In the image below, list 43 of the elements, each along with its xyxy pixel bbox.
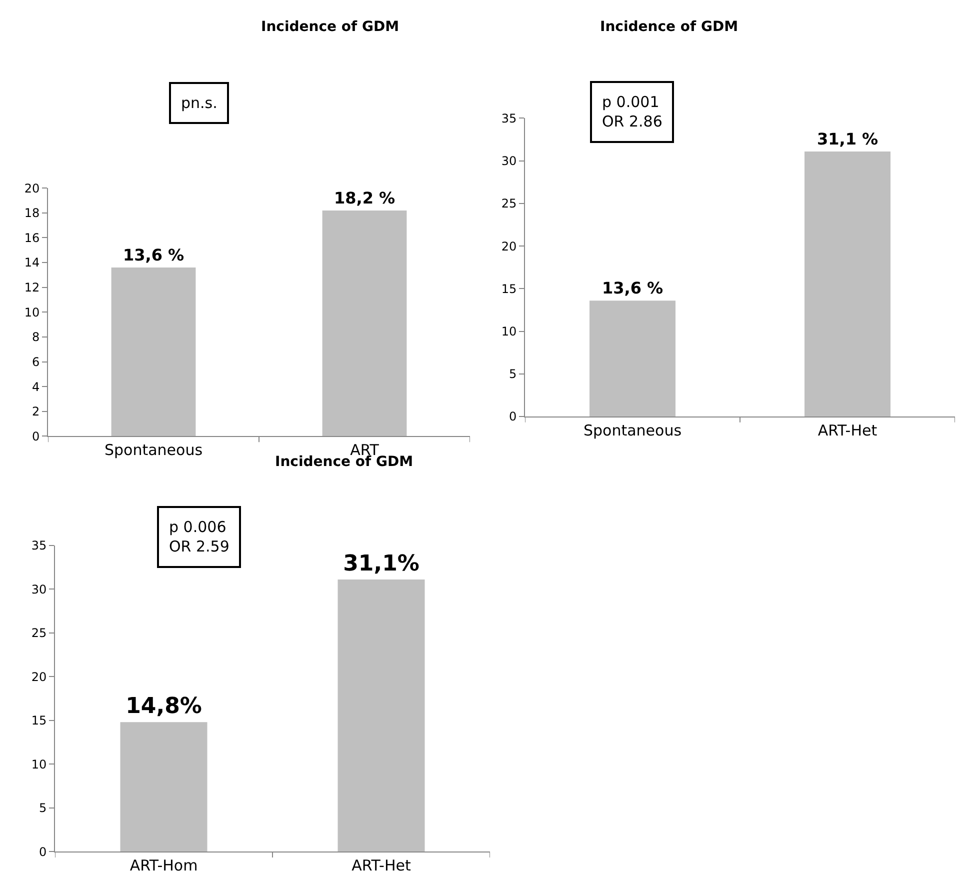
y-tick-label: 16 <box>24 230 40 245</box>
y-tick-label: 30 <box>501 154 517 168</box>
y-tick-label: 18 <box>24 206 40 220</box>
x-tick-label: ART-Het <box>818 421 878 440</box>
x-tick-label: ART-Hom <box>130 856 198 875</box>
y-tick-label: 10 <box>31 757 47 772</box>
y-tick-label: 20 <box>24 181 40 196</box>
annotation: p 0.006 OR 2.59 <box>169 518 230 556</box>
data-label: 31,1% <box>343 552 420 577</box>
y-tick-label: 12 <box>24 280 40 295</box>
y-tick-label: 10 <box>24 305 40 320</box>
y-tick-label: 0 <box>508 410 517 424</box>
y-tick-label: 25 <box>31 626 47 640</box>
y-tick-label: 35 <box>31 538 47 553</box>
text: pn.s. <box>181 94 218 112</box>
y-tick-label: 2 <box>32 404 40 419</box>
y-tick-label: 10 <box>501 324 517 338</box>
y-tick-label: 15 <box>501 282 517 296</box>
y-tick-label: 5 <box>38 801 47 816</box>
chart-title: Incidence of GDM <box>600 19 738 35</box>
y-tick-label: 25 <box>501 196 517 211</box>
data-label: 13,6 % <box>122 246 184 264</box>
y-tick-label: 35 <box>501 111 517 126</box>
data-label: 13,6 % <box>602 278 664 298</box>
y-tick-label: 8 <box>32 330 40 344</box>
annotation: p 0.001 OR 2.86 <box>602 93 662 130</box>
x-tick-label: Spontaneous <box>104 441 203 460</box>
y-tick-label: 4 <box>32 380 40 394</box>
x-tick-label: Spontaneous <box>583 421 682 440</box>
y-tick-label: 20 <box>501 239 517 254</box>
y-tick-label: 5 <box>508 367 517 382</box>
y-tick-label: 15 <box>31 714 47 728</box>
data-label: 31,1 % <box>816 129 878 148</box>
data-label: 18,2 % <box>334 188 396 208</box>
y-tick-label: 0 <box>32 429 40 444</box>
y-tick-label: 14 <box>24 256 40 270</box>
y-tick-label: 20 <box>31 670 47 684</box>
data-label: 14,8% <box>126 694 202 720</box>
y-tick-label: 0 <box>38 844 47 859</box>
x-tick-label: ART-Het <box>352 856 411 875</box>
y-tick-label: 30 <box>31 582 47 596</box>
y-tick-label: 6 <box>32 354 40 369</box>
chart-title: Incidence of GDM <box>261 19 400 35</box>
